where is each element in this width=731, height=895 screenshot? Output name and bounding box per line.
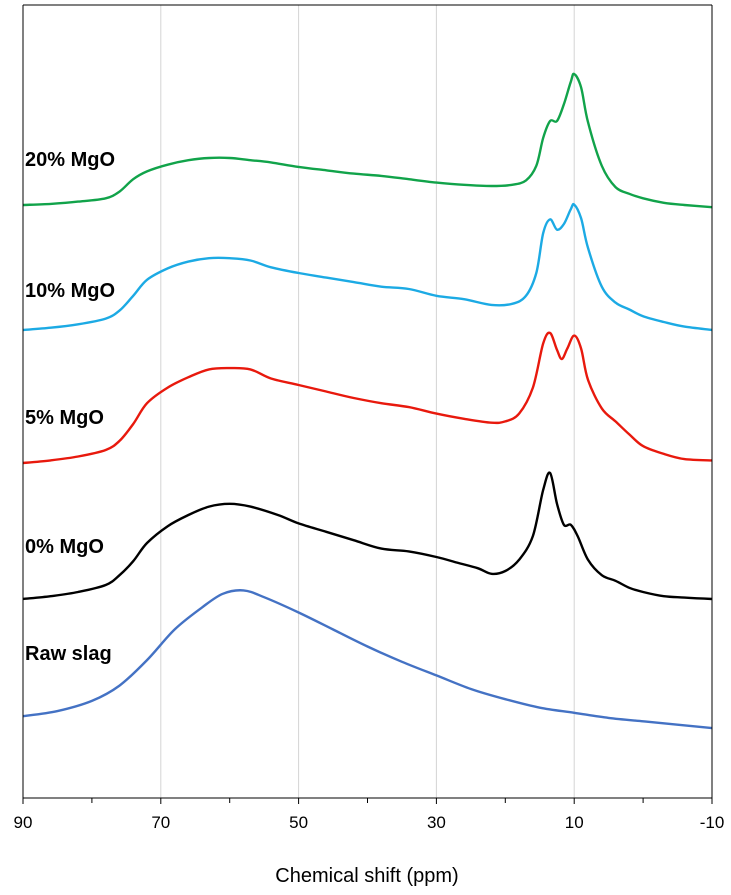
x-tick-label: 30: [427, 813, 446, 832]
series-label: 5% MgO: [25, 407, 104, 429]
x-tick-labels: 90 70 50 30 10 -10: [14, 813, 725, 832]
series-line-raw-slag: [22, 589, 713, 730]
series-labels: Raw slag 0% MgO 5% MgO 10% MgO 20% MgO: [25, 149, 115, 665]
series-line-5-mgo: [22, 331, 713, 465]
x-tick-label: -10: [700, 813, 725, 832]
x-axis: [22, 4, 713, 804]
series-lines: [22, 72, 713, 730]
series-label: 10% MgO: [25, 280, 115, 302]
series-line-20-mgo: [22, 72, 713, 209]
x-tick-label: 50: [289, 813, 308, 832]
series-label: 0% MgO: [25, 536, 104, 558]
series-label: 20% MgO: [25, 149, 115, 171]
x-axis-title: Chemical shift (ppm): [275, 865, 458, 887]
grid-lines: [160, 5, 575, 798]
x-tick-label: 90: [14, 813, 33, 832]
x-tick-label: 10: [565, 813, 584, 832]
series-line-10-mgo: [22, 203, 713, 332]
series-label: Raw slag: [25, 643, 112, 665]
series-line-0-mgo: [22, 471, 713, 601]
x-tick-label: 70: [151, 813, 170, 832]
